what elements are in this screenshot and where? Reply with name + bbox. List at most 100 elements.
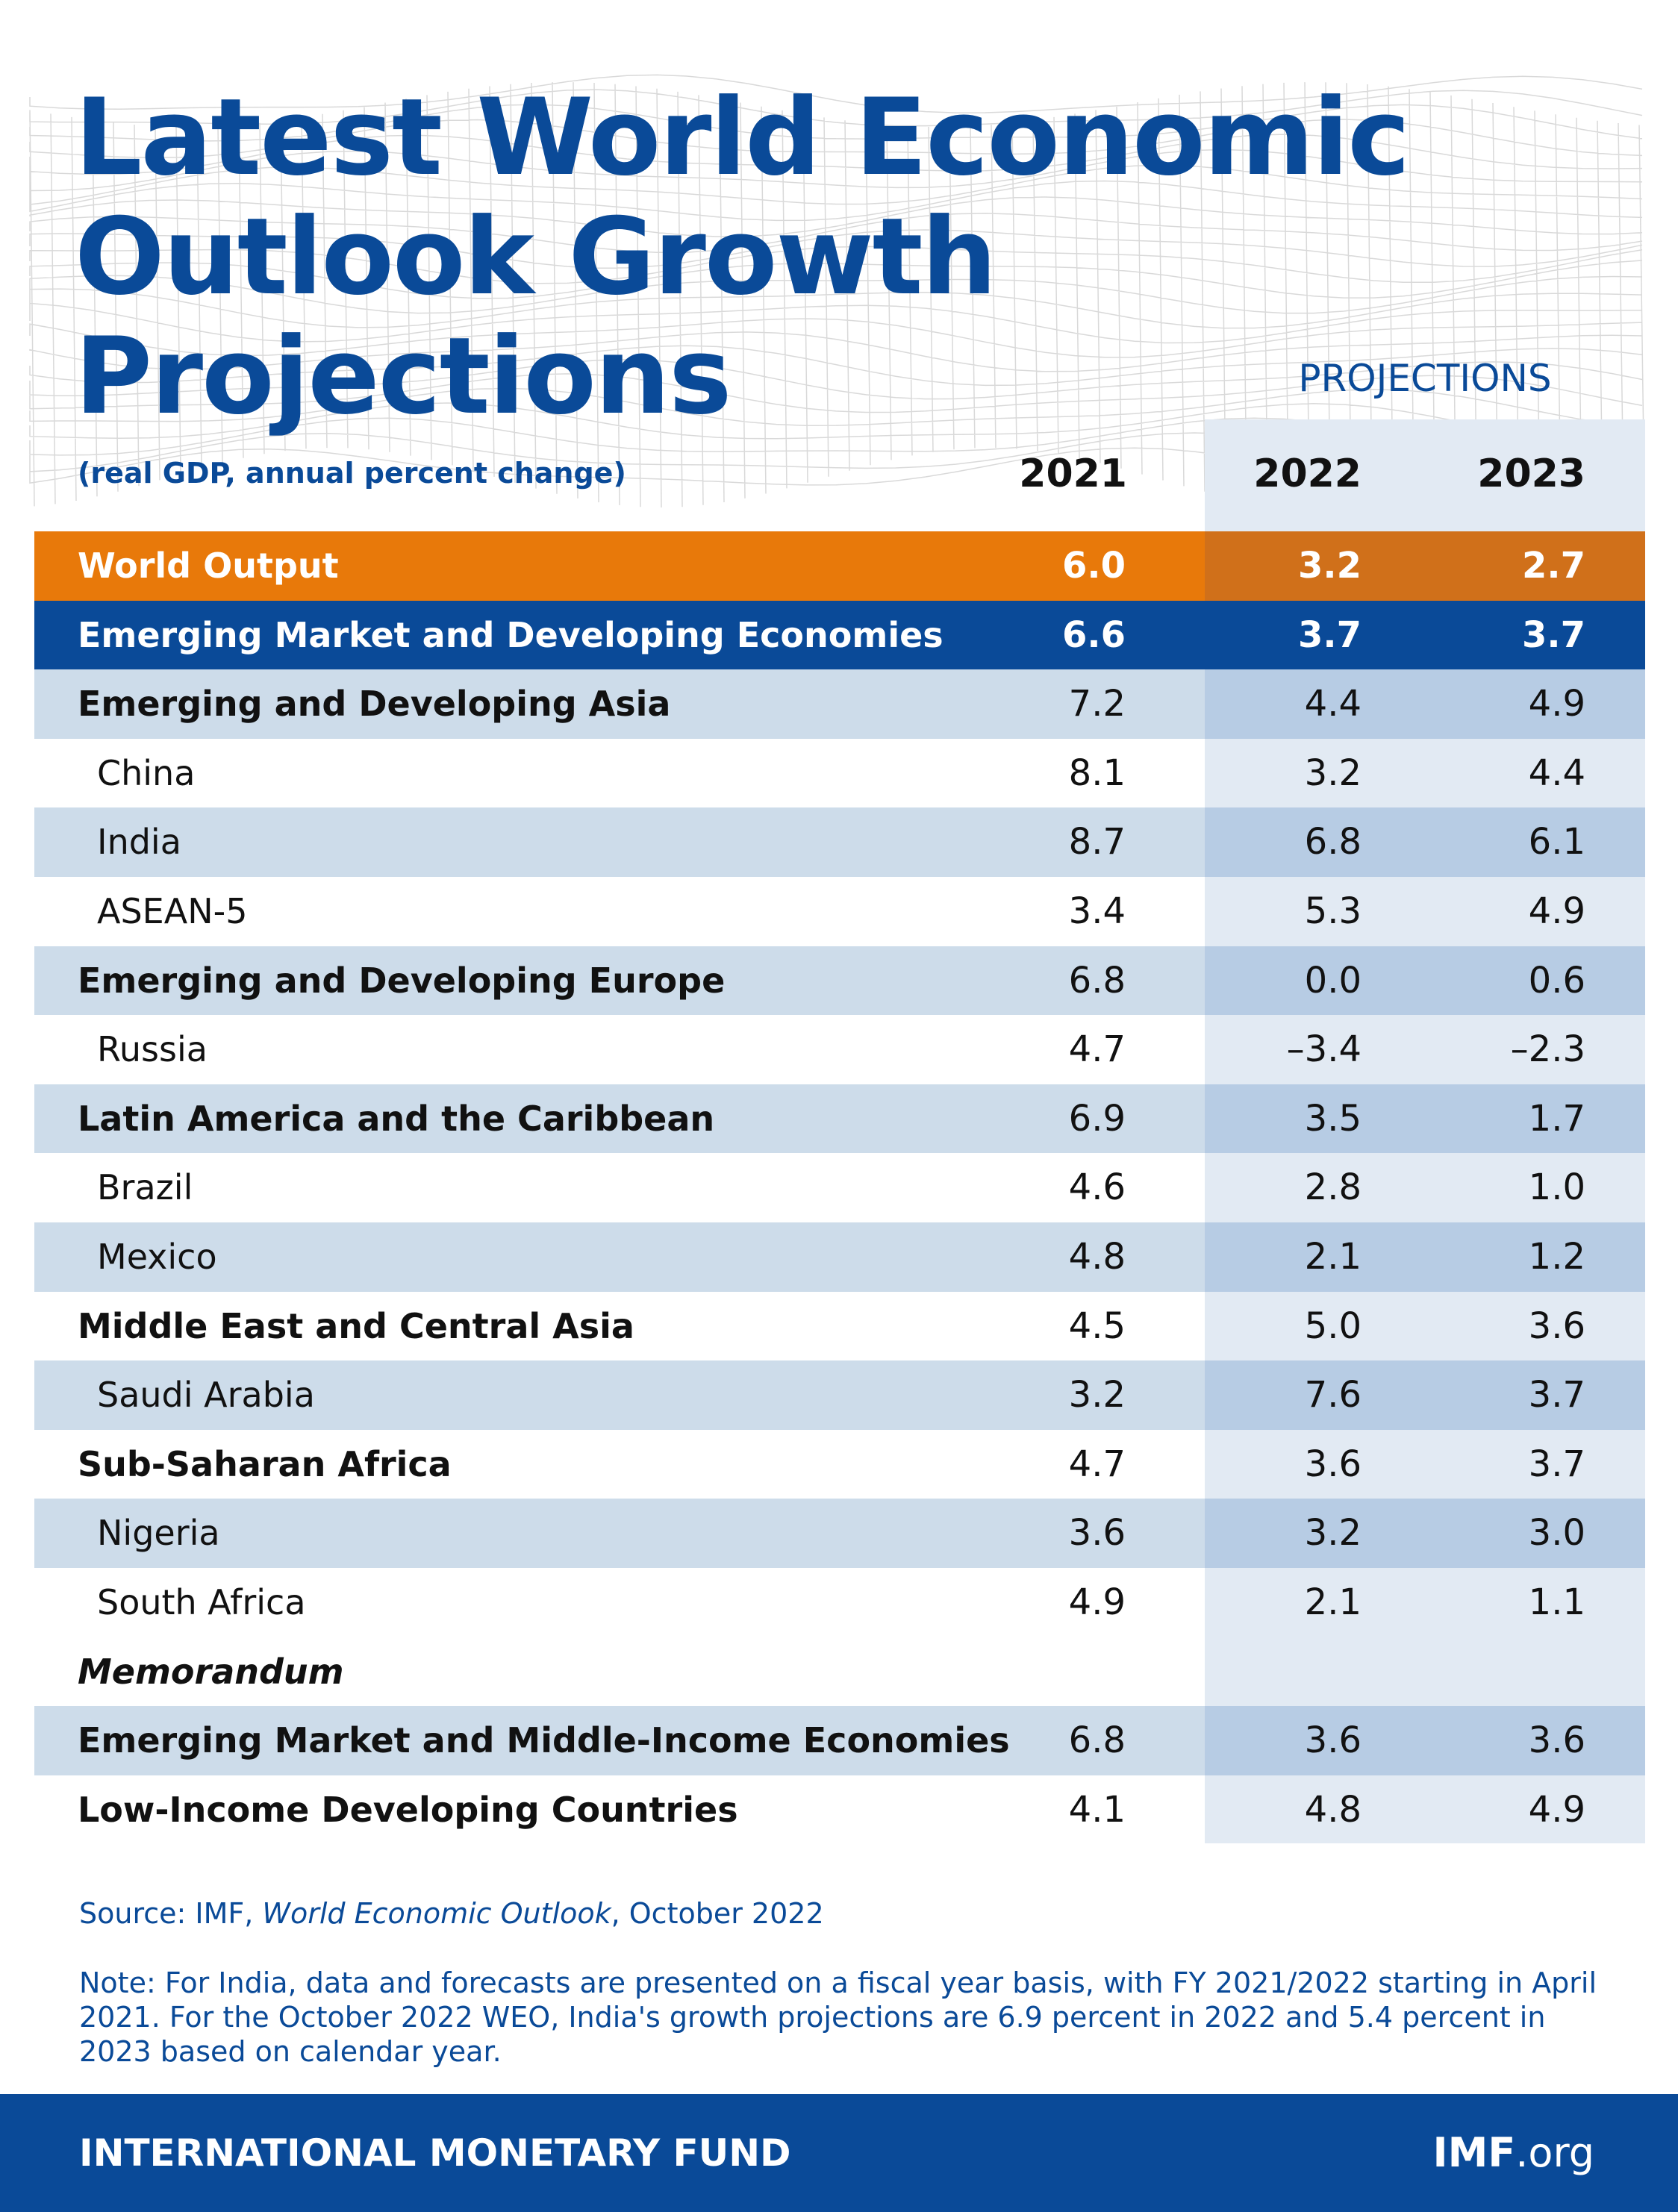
row-band (34, 946, 1205, 1016)
value-cell-2022: 3.6 (1304, 1719, 1362, 1762)
value-cell-2022: 2.1 (1304, 1235, 1362, 1278)
row-band-projection (1205, 1499, 1645, 1568)
value-cell-2023 (1436, 1637, 1585, 1707)
value-cell-2021: 6.9 (1068, 1097, 1126, 1140)
value-cell-2023: 1.1 (1528, 1581, 1585, 1623)
value-cell-2021: 8.7 (1068, 821, 1126, 863)
table-row: ASEAN-5 3.4 5.3 4.9 (34, 877, 1645, 946)
row-label: India (97, 822, 181, 863)
table-row: Memorandum (34, 1637, 1645, 1707)
value-cell-2023: 1.7 (1528, 1097, 1585, 1140)
row-band-projection (1205, 1084, 1645, 1154)
title-line-1: Latest World Economic (75, 76, 1410, 199)
table-row: South Africa 4.9 2.1 1.1 (34, 1568, 1645, 1637)
data-table: World Output 6.0 3.2 2.7 Emerging Market and… (34, 531, 1645, 1844)
table-row: Nigeria 3.6 3.2 3.0 (34, 1499, 1645, 1568)
value-cell-2021: 6.0 (1061, 545, 1126, 587)
row-label: Middle East and Central Asia (78, 1305, 634, 1346)
source-line: Source: IMF, World Economic Outlook, Oct… (79, 1893, 1602, 1934)
footer-website-link[interactable]: IMF.org (1433, 2094, 1594, 2212)
value-cell-2023: 3.7 (1521, 613, 1585, 656)
source-publication: World Economic Outlook (262, 1897, 611, 1930)
value-cell-2021: 4.7 (1068, 1028, 1126, 1071)
value-cell-2021: 4.8 (1068, 1235, 1126, 1278)
row-label: Mexico (97, 1236, 217, 1277)
value-cell-2021: 4.7 (1068, 1443, 1126, 1485)
value-cell-2023: 6.1 (1528, 821, 1585, 863)
table-row: Latin America and the Caribbean 6.9 3.5 1.7 (34, 1084, 1645, 1154)
row-label: Latin America and the Caribbean (78, 1098, 715, 1139)
value-cell-2021: 3.6 (1068, 1512, 1126, 1555)
units-label: (real GDP, annual percent change) (78, 457, 626, 490)
row-band-projection (1205, 1222, 1645, 1292)
value-cell-2022: 7.6 (1304, 1374, 1362, 1416)
row-band-projection (1205, 1706, 1645, 1775)
value-cell-2021: 6.8 (1068, 1719, 1126, 1762)
value-cell-2023: 3.7 (1528, 1374, 1585, 1416)
table-row: China 8.1 3.2 4.4 (34, 739, 1645, 808)
row-band (34, 1706, 1205, 1775)
value-cell-2021: 4.6 (1068, 1166, 1126, 1209)
value-cell-2022: 3.5 (1304, 1097, 1362, 1140)
table-row: Middle East and Central Asia 4.5 5.0 3.6 (34, 1292, 1645, 1361)
value-cell-2021: 3.4 (1068, 890, 1126, 932)
value-cell-2022: 0.0 (1304, 959, 1362, 1002)
row-label: Nigeria (97, 1513, 220, 1554)
table-row: World Output 6.0 3.2 2.7 (34, 531, 1645, 601)
row-band-projection (1205, 946, 1645, 1016)
value-cell-2023: 4.9 (1528, 890, 1585, 932)
row-label: Emerging and Developing Europe (78, 960, 726, 1001)
wave-grid (29, 74, 1644, 508)
value-cell-2022: 3.2 (1304, 1512, 1362, 1555)
value-cell-2023: 4.4 (1528, 752, 1585, 794)
row-label: Russia (97, 1029, 208, 1070)
value-cell-2022: 5.3 (1304, 890, 1362, 932)
table-row: Russia 4.7 –3.4 –2.3 (34, 1015, 1645, 1084)
value-cell-2023: –2.3 (1510, 1028, 1585, 1071)
row-band-projection (1205, 531, 1645, 601)
row-band-projection (1205, 807, 1645, 877)
note-text: Note: For India, data and forecasts are … (79, 1966, 1597, 2068)
row-label: Brazil (97, 1167, 193, 1208)
footer-organization: INTERNATIONAL MONETARY FUND (79, 2131, 791, 2175)
table-row: Emerging Market and Middle-Income Econom… (34, 1706, 1645, 1775)
row-band (34, 1084, 1205, 1154)
row-band (34, 531, 1205, 601)
value-cell-2023: 1.0 (1528, 1166, 1585, 1209)
row-band-projection (1205, 669, 1645, 739)
table-row: India 8.7 6.8 6.1 (34, 807, 1645, 877)
value-cell-2021: 6.6 (1061, 613, 1126, 656)
page-title: Latest World Economic Outlook Growth Pro… (75, 78, 1678, 437)
row-band (34, 807, 1205, 877)
value-cell-2023: 3.0 (1528, 1512, 1585, 1555)
value-cell-2021 (976, 1637, 1126, 1707)
row-label: Saudi Arabia (97, 1375, 315, 1416)
table-row: Sub-Saharan Africa 4.7 3.6 3.7 (34, 1430, 1645, 1499)
row-label: ASEAN-5 (97, 890, 248, 931)
table-row: Emerging and Developing Europe 6.8 0.0 0.6 (34, 946, 1645, 1016)
table-row: Saudi Arabia 3.2 7.6 3.7 (34, 1360, 1645, 1430)
row-label: Emerging Market and Middle-Income Econom… (78, 1720, 1010, 1761)
value-cell-2022: 2.8 (1304, 1166, 1362, 1209)
value-cell-2022: 4.4 (1304, 683, 1362, 725)
table-row: Emerging and Developing Asia 7.2 4.4 4.9 (34, 669, 1645, 739)
value-cell-2023: 2.7 (1521, 545, 1585, 587)
value-cell-2023: 4.9 (1528, 1788, 1585, 1831)
row-band (34, 669, 1205, 739)
row-label: China (97, 752, 196, 793)
value-cell-2021: 3.2 (1068, 1374, 1126, 1416)
value-cell-2022: 4.8 (1304, 1788, 1362, 1831)
row-label: Low-Income Developing Countries (78, 1789, 738, 1830)
value-cell-2022: 2.1 (1304, 1581, 1362, 1623)
value-cell-2022: 3.7 (1297, 613, 1362, 656)
row-label: Memorandum (78, 1651, 344, 1692)
footnotes: Source: IMF, World Economic Outlook, Oct… (79, 1893, 1602, 2069)
background-wave-pattern (29, 74, 1644, 508)
footer-bar: INTERNATIONAL MONETARY FUND IMF.org (0, 2094, 1678, 2212)
column-header-2021: 2021 (1019, 452, 1127, 496)
value-cell-2021: 7.2 (1068, 683, 1126, 725)
table-row: Low-Income Developing Countries 4.1 4.8 4.9 (34, 1775, 1645, 1845)
value-cell-2023: 4.9 (1528, 683, 1585, 725)
value-cell-2022 (1212, 1637, 1362, 1707)
value-cell-2023: 3.6 (1528, 1719, 1585, 1762)
